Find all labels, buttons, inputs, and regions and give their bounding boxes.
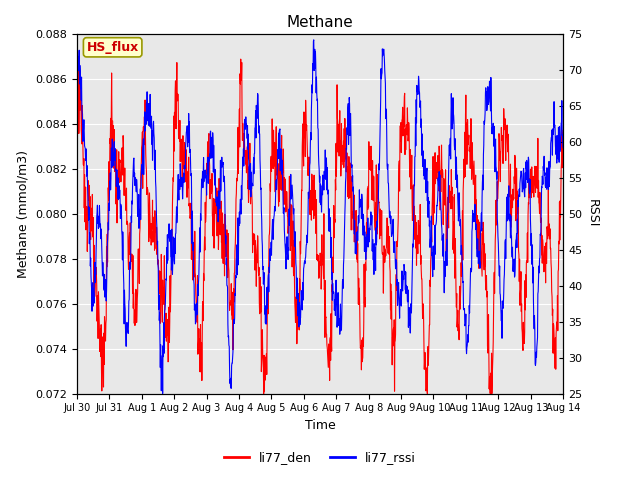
Title: Methane: Methane bbox=[287, 15, 353, 30]
Legend: li77_den, li77_rssi: li77_den, li77_rssi bbox=[219, 446, 421, 469]
Y-axis label: RSSI: RSSI bbox=[586, 199, 599, 228]
X-axis label: Time: Time bbox=[305, 419, 335, 432]
Text: HS_flux: HS_flux bbox=[86, 41, 139, 54]
Y-axis label: Methane (mmol/m3): Methane (mmol/m3) bbox=[17, 150, 29, 277]
